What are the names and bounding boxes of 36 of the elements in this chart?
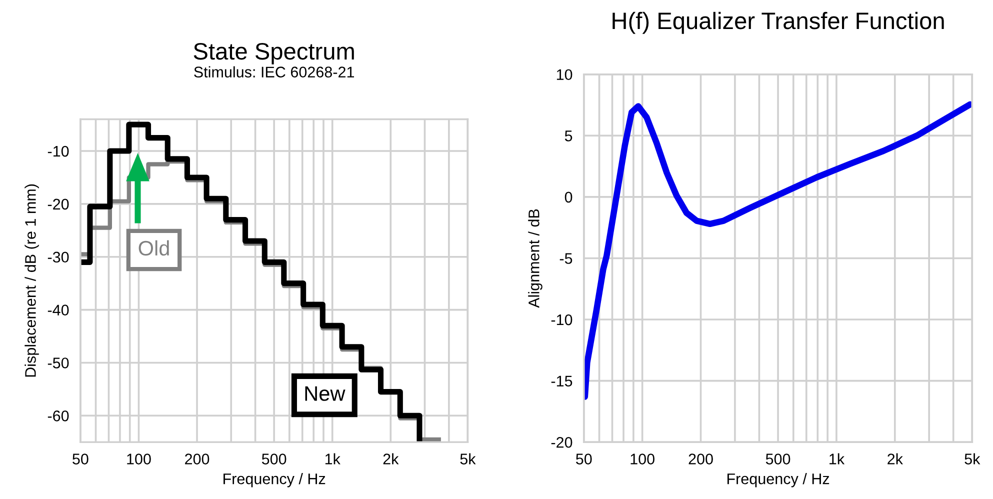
x-tick-label: 200	[185, 454, 210, 464]
chart-title: State Spectrum	[194, 42, 354, 64]
x-tick-label: 2k	[383, 453, 399, 464]
y-tick-label: -20	[551, 436, 572, 448]
y-tick-label: -30	[48, 252, 69, 263]
chart-title: H(f) Equalizer Transfer Function	[612, 12, 944, 34]
y-tick-label: -10	[48, 146, 69, 157]
y-tick-label: -5	[560, 253, 572, 264]
x-tick-label: 500	[766, 454, 790, 464]
x-tick-label: 100	[630, 454, 654, 464]
y-tick-label: -20	[48, 198, 69, 210]
series-label: Old	[138, 240, 169, 256]
y-tick-label: -60	[48, 410, 69, 422]
x-axis-title: Frequency / Hz	[727, 473, 830, 488]
x-tick-label: 5k	[460, 453, 476, 464]
x-axis-title: Frequency / Hz	[224, 473, 326, 488]
y-tick-label: 10	[556, 69, 572, 80]
y-tick-label: -40	[48, 304, 69, 316]
chart-subtitle: Stimulus: IEC 60268-21	[194, 66, 354, 78]
x-tick-label: 1k	[830, 453, 845, 464]
x-tick-label: 50	[72, 454, 88, 464]
y-tick-label: -15	[551, 376, 572, 387]
y-tick-label: -10	[551, 314, 572, 326]
x-tick-label: 5k	[964, 453, 980, 464]
x-tick-label: 500	[262, 454, 286, 464]
y-tick-label: 0	[564, 192, 572, 203]
y-tick-label: -50	[48, 358, 69, 368]
y-tick-label: 5	[564, 130, 572, 142]
x-tick-label: 50	[576, 454, 592, 464]
x-tick-label: 200	[688, 454, 713, 464]
x-tick-label: 1k	[325, 453, 340, 464]
x-tick-label: 100	[127, 454, 151, 464]
y-axis-title: Alignment / dB	[528, 209, 542, 308]
x-tick-label: 2k	[888, 453, 903, 464]
y-axis-title: Displacement / dB (re 1 mm)	[24, 184, 39, 377]
series-label: New	[305, 386, 346, 401]
